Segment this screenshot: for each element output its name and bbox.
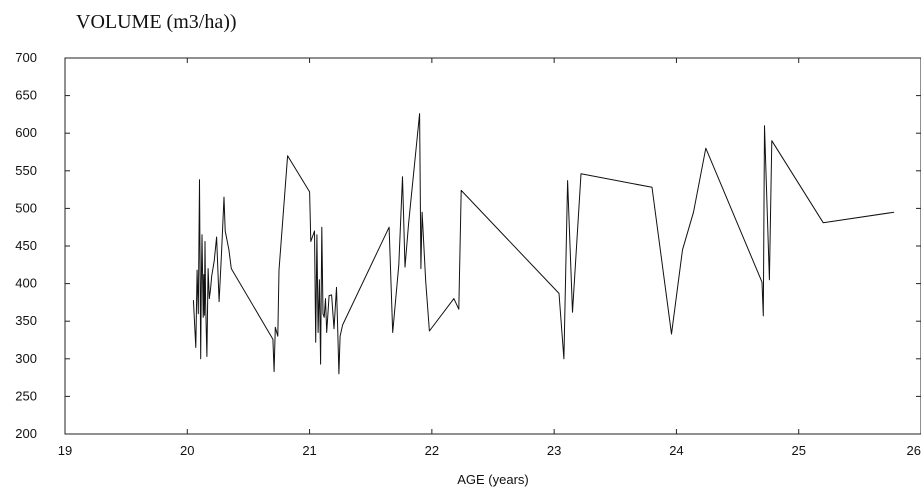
y-tick-label: 550 [15,163,37,178]
plot-frame [64,57,921,435]
series-layer [192,113,895,375]
x-tick-label: 21 [302,443,316,458]
y-axis-label: VOLUME (m3/ha)) [76,11,237,33]
y-tick-label: 300 [15,351,37,366]
x-tick-label: 20 [180,443,194,458]
x-tick-label: 25 [791,443,805,458]
y-tick-label: 700 [15,50,37,65]
y-tick-label: 250 [15,388,37,403]
y-tick-label: 350 [15,313,37,328]
x-tick-label: 19 [58,443,72,458]
x-axis-ticks: 19 20 21 22 23 24 25 26 [58,58,921,458]
y-tick-label: 650 [15,88,37,103]
x-tick-label: 23 [547,443,561,458]
x-tick-label: 26 [907,443,921,458]
y-tick-label: 200 [15,426,37,441]
x-tick-label: 22 [425,443,439,458]
y-axis-ticks: 200 250 300 350 400 450 500 550 600 650 700 [15,50,921,441]
y-tick-label: 600 [15,125,37,140]
x-tick-label: 24 [669,443,683,458]
series-line [192,113,895,375]
y-tick-label: 500 [15,200,37,215]
x-axis-label: AGE (years) [457,472,529,487]
y-tick-label: 450 [15,238,37,253]
y-tick-label: 400 [15,276,37,291]
